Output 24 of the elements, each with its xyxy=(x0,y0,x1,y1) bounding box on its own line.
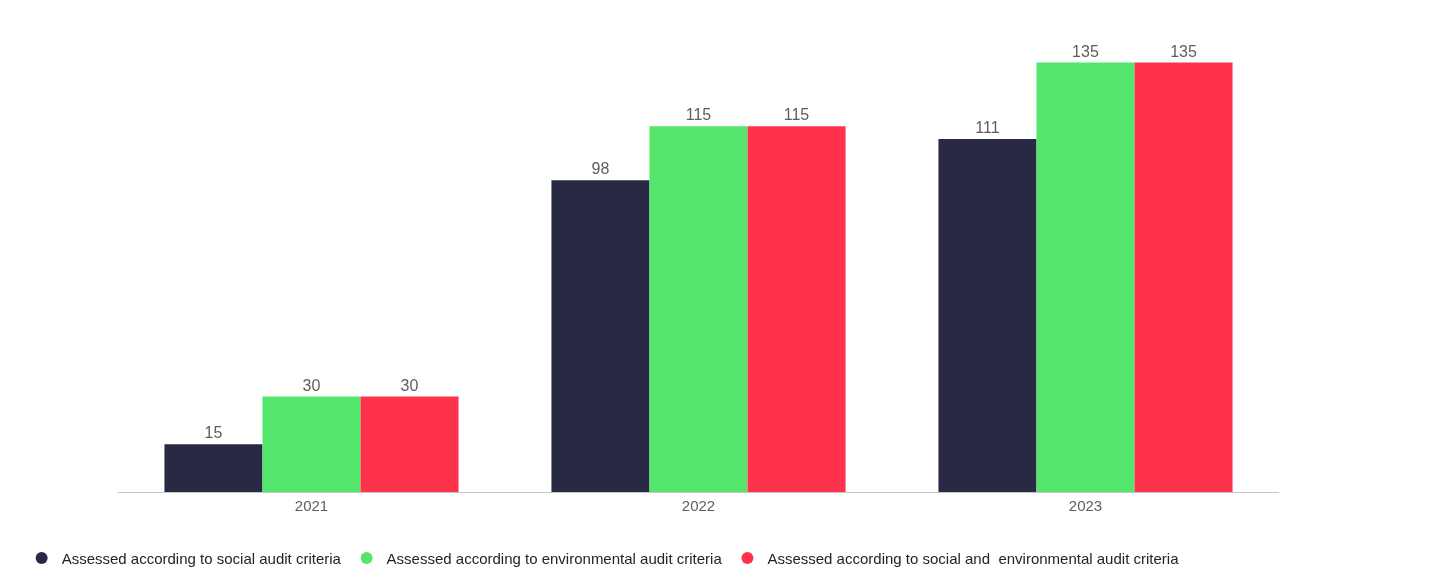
data-label: 30 xyxy=(400,376,419,394)
data-label: 115 xyxy=(685,106,712,124)
bar xyxy=(1134,62,1233,492)
legend-label: Assessed according to social and environmental audit criteria xyxy=(767,549,1180,567)
x-tick-label: 2022 xyxy=(681,497,716,514)
legend-label: Assessed according to environmental audit criteria xyxy=(386,549,723,567)
data-label: 98 xyxy=(591,160,610,178)
x-tick-label: 2021 xyxy=(294,497,329,514)
x-tick-label: 2023 xyxy=(1068,497,1103,514)
bar xyxy=(747,126,846,492)
legend-label: Assessed according to social audit criteria xyxy=(61,549,342,567)
data-label: 111 xyxy=(975,118,1000,136)
bar xyxy=(1036,62,1135,492)
data-label: 15 xyxy=(204,424,223,442)
bar xyxy=(649,126,748,492)
bar xyxy=(360,396,459,492)
bar xyxy=(262,396,361,492)
bar xyxy=(551,180,650,492)
bar xyxy=(938,138,1037,492)
bar xyxy=(164,444,263,492)
data-label: 135 xyxy=(1170,42,1197,60)
data-label: 135 xyxy=(1072,42,1099,60)
data-label: 30 xyxy=(302,376,321,394)
data-label: 115 xyxy=(783,106,810,124)
